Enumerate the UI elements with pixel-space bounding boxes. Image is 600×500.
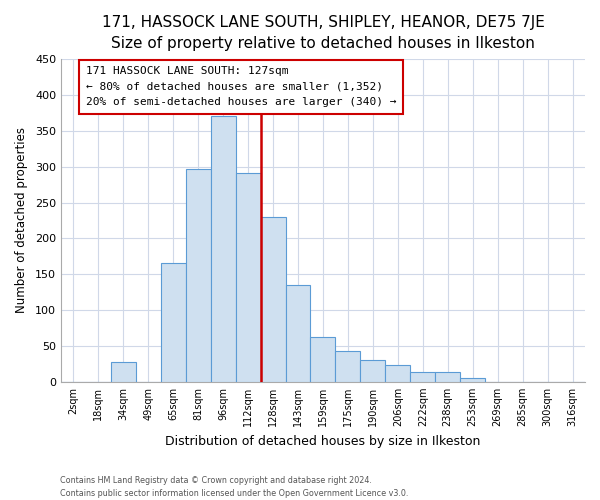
Bar: [211, 116, 236, 382]
Text: 171 HASSOCK LANE SOUTH: 127sqm
← 80% of detached houses are smaller (1,352)
20% : 171 HASSOCK LANE SOUTH: 127sqm ← 80% of …: [86, 66, 397, 108]
Bar: [186, 169, 211, 382]
Bar: [361, 360, 385, 382]
Bar: [111, 362, 136, 382]
Bar: [310, 338, 335, 382]
X-axis label: Distribution of detached houses by size in Ilkeston: Distribution of detached houses by size …: [165, 434, 481, 448]
Bar: [410, 372, 435, 382]
Bar: [236, 173, 260, 382]
Title: 171, HASSOCK LANE SOUTH, SHIPLEY, HEANOR, DE75 7JE
Size of property relative to : 171, HASSOCK LANE SOUTH, SHIPLEY, HEANOR…: [101, 15, 544, 51]
Bar: [335, 351, 361, 382]
Text: Contains HM Land Registry data © Crown copyright and database right 2024.
Contai: Contains HM Land Registry data © Crown c…: [60, 476, 409, 498]
Bar: [260, 217, 286, 382]
Y-axis label: Number of detached properties: Number of detached properties: [15, 128, 28, 314]
Bar: [435, 372, 460, 382]
Bar: [460, 378, 485, 382]
Bar: [286, 285, 310, 382]
Bar: [161, 264, 186, 382]
Bar: [385, 366, 410, 382]
